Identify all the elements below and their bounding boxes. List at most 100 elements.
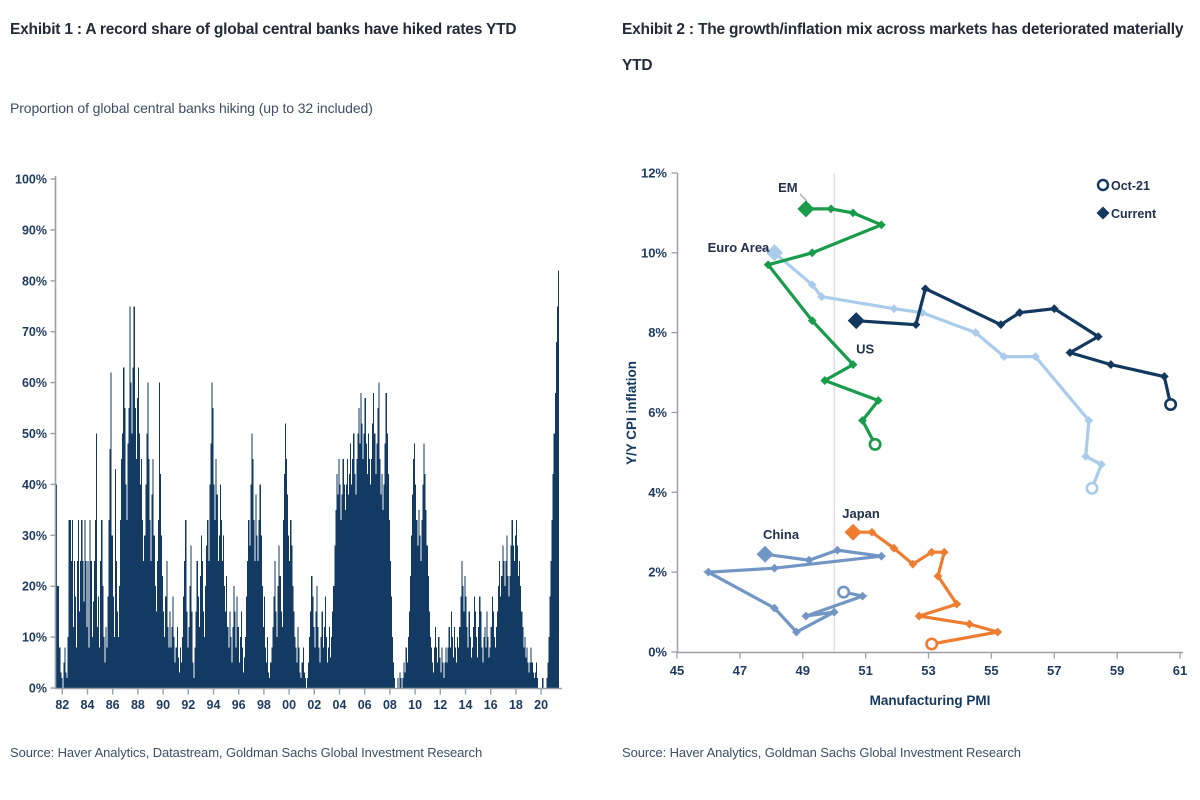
- bar: [451, 637, 453, 688]
- annotation-china: China: [763, 527, 800, 542]
- bar: [497, 611, 499, 688]
- bar: [134, 408, 136, 688]
- bar: [197, 596, 199, 688]
- bar: [556, 306, 558, 688]
- bar: [261, 586, 263, 688]
- bar: [85, 560, 87, 688]
- bar: [366, 474, 368, 688]
- bar: [71, 520, 73, 688]
- bar: [380, 494, 382, 688]
- bar: [491, 596, 493, 688]
- bar: [56, 484, 58, 688]
- bar: [57, 586, 59, 688]
- bar: [316, 586, 318, 688]
- bar: [343, 484, 345, 688]
- bar: [430, 647, 432, 688]
- bar: [102, 586, 104, 688]
- point-marker: [807, 248, 817, 258]
- exhibit2-source: Source: Haver Analytics, Goldman Sachs G…: [622, 745, 1021, 760]
- bar: [80, 560, 82, 688]
- bar: [415, 484, 417, 688]
- x-tick-label: 96: [232, 698, 246, 712]
- y-tick-label: 30%: [22, 529, 47, 543]
- point-marker: [858, 591, 867, 601]
- bar: [104, 662, 106, 688]
- bar-chart-plot: 0% 10% 20% 30% 40% 50% 60% 70% 80% 90% 100% 82 84 86 8…: [15, 173, 562, 712]
- point-marker: [911, 320, 921, 330]
- bar: [290, 520, 292, 688]
- x-tick-label: 53: [921, 663, 935, 678]
- bar: [449, 647, 451, 688]
- bar: [400, 677, 402, 688]
- bar: [358, 408, 360, 688]
- bar: [207, 520, 209, 688]
- bar: [101, 520, 103, 688]
- bar: [302, 647, 304, 688]
- bar: [179, 647, 181, 688]
- x-tick-label: 59: [1110, 663, 1124, 678]
- bar: [485, 647, 487, 688]
- bar: [84, 520, 86, 688]
- bar: [153, 535, 155, 688]
- bar: [200, 535, 202, 688]
- bar: [434, 647, 436, 688]
- bar: [204, 637, 206, 688]
- bar: [369, 484, 372, 688]
- bar: [221, 560, 223, 688]
- y-tick-label: 20%: [22, 580, 47, 594]
- bar: [486, 611, 488, 688]
- bar: [482, 662, 484, 688]
- point-marker: [996, 320, 1006, 330]
- point-marker: [876, 551, 886, 561]
- bar: [333, 586, 335, 688]
- bar: [150, 560, 152, 688]
- bar: [131, 433, 133, 688]
- point-marker: [933, 571, 943, 581]
- bar: [339, 484, 341, 688]
- bar: [494, 647, 496, 688]
- bar: [452, 657, 454, 688]
- bar: [147, 382, 149, 688]
- bar: [242, 672, 244, 688]
- bar: [126, 520, 128, 688]
- bar: [83, 601, 85, 688]
- bar: [219, 484, 221, 688]
- bar: [453, 626, 456, 688]
- bar: [94, 520, 96, 688]
- bar: [211, 382, 213, 688]
- bar: [233, 586, 235, 688]
- bar: [334, 545, 336, 688]
- bar: [296, 662, 298, 688]
- point-marker: [858, 416, 867, 425]
- bar: [417, 545, 419, 688]
- x-tick-label: 88: [131, 698, 145, 712]
- point-marker: [1031, 352, 1040, 361]
- point-marker: [704, 567, 713, 577]
- bar: [354, 474, 356, 688]
- bar: [473, 596, 475, 688]
- bar: [157, 520, 159, 688]
- bar: [489, 647, 491, 688]
- bar: [476, 637, 478, 688]
- bar: [148, 458, 150, 688]
- bar: [274, 560, 276, 688]
- point-marker: [873, 396, 883, 405]
- bar: [262, 626, 264, 688]
- bar: [510, 545, 512, 688]
- bar: [198, 626, 200, 688]
- bar: [247, 560, 249, 688]
- bar: [86, 626, 88, 688]
- legend: Oct-21 Current: [1096, 178, 1157, 221]
- x-tick-label: 84: [81, 698, 95, 712]
- bar: [164, 637, 166, 688]
- bar: [112, 596, 114, 688]
- bar: [492, 611, 494, 688]
- point-marker: [801, 611, 811, 621]
- point-marker: [817, 292, 827, 302]
- bar: [342, 458, 344, 688]
- bar: [439, 657, 441, 688]
- bar: [314, 647, 316, 688]
- bar: [90, 560, 92, 688]
- point-marker: [848, 208, 858, 218]
- y-tick-label: 40%: [22, 478, 47, 492]
